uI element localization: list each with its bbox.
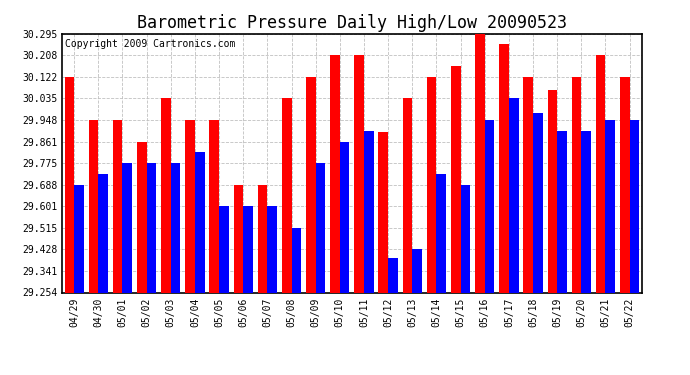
Bar <box>548 90 558 292</box>
Bar <box>98 174 108 292</box>
Bar <box>88 120 98 292</box>
Bar <box>629 120 639 292</box>
Bar <box>571 77 581 292</box>
Bar <box>209 120 219 292</box>
Bar <box>379 132 388 292</box>
Bar <box>75 184 84 292</box>
Bar <box>509 98 519 292</box>
Bar <box>426 77 437 292</box>
Bar <box>282 98 292 292</box>
Bar <box>339 142 350 292</box>
Bar <box>595 56 605 292</box>
Bar <box>195 152 205 292</box>
Title: Barometric Pressure Daily High/Low 20090523: Barometric Pressure Daily High/Low 20090… <box>137 14 567 32</box>
Bar <box>267 206 277 292</box>
Bar <box>475 34 484 292</box>
Bar <box>257 184 268 292</box>
Bar <box>331 56 340 292</box>
Bar <box>581 131 591 292</box>
Bar <box>461 184 471 292</box>
Bar <box>185 120 195 292</box>
Bar <box>524 77 533 292</box>
Bar <box>170 163 180 292</box>
Bar <box>306 77 316 292</box>
Bar <box>437 174 446 292</box>
Bar <box>113 120 123 292</box>
Bar <box>123 163 132 292</box>
Bar <box>388 258 397 292</box>
Bar <box>233 184 243 292</box>
Bar <box>533 113 542 292</box>
Bar <box>219 206 228 292</box>
Bar <box>605 120 615 292</box>
Bar <box>558 131 566 292</box>
Bar <box>243 206 253 292</box>
Bar <box>316 163 326 292</box>
Bar <box>161 98 170 292</box>
Bar <box>146 163 156 292</box>
Bar <box>291 228 301 292</box>
Bar <box>500 45 509 292</box>
Text: Copyright 2009 Cartronics.com: Copyright 2009 Cartronics.com <box>65 39 235 49</box>
Bar <box>412 249 422 292</box>
Bar <box>355 56 364 292</box>
Bar <box>620 77 629 292</box>
Bar <box>403 98 413 292</box>
Bar <box>364 131 374 292</box>
Bar <box>65 77 75 292</box>
Bar <box>451 66 461 292</box>
Bar <box>137 142 146 292</box>
Bar <box>484 120 494 292</box>
